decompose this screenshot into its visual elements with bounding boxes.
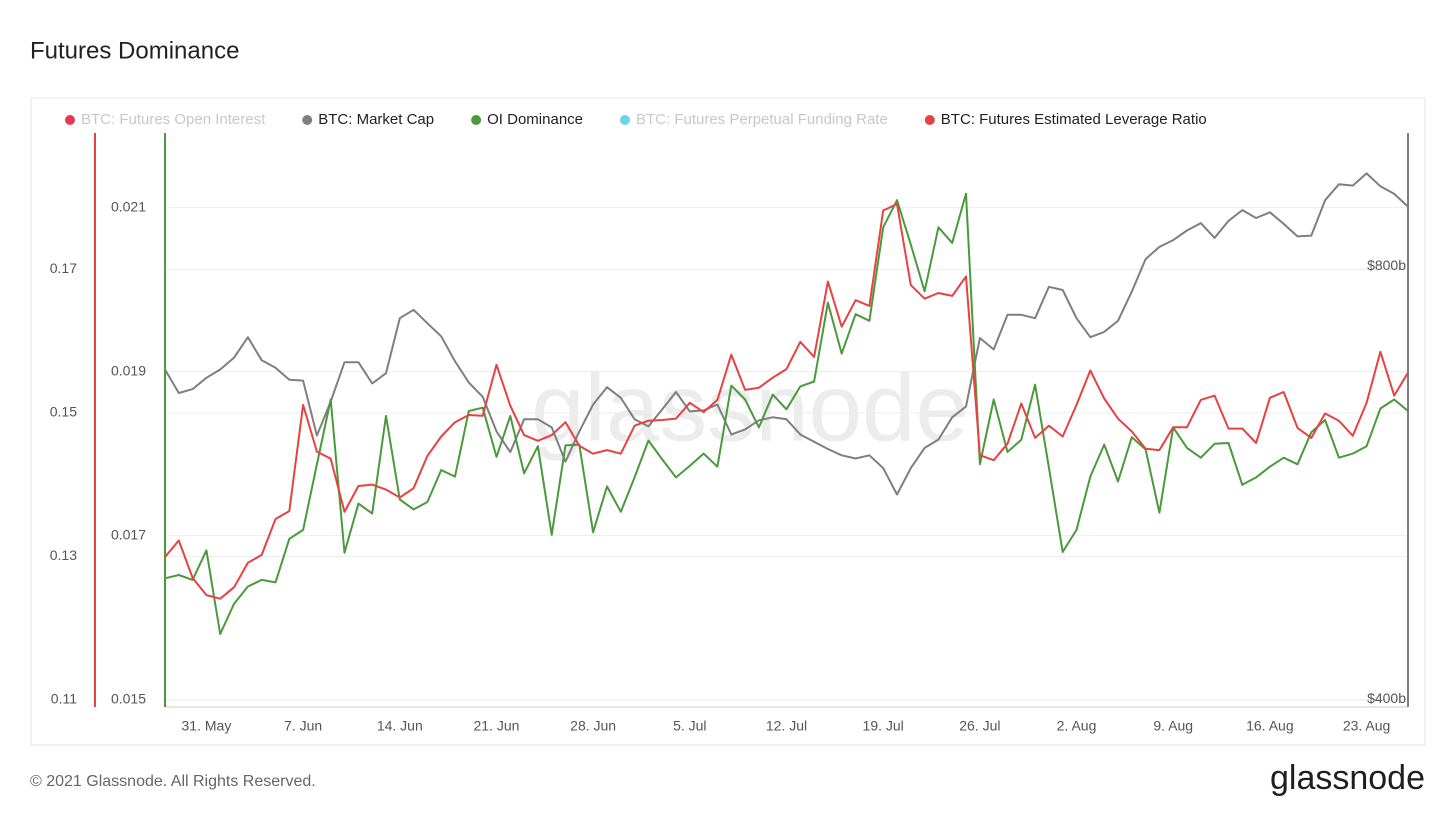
copyright: © 2021 Glassnode. All Rights Reserved. xyxy=(30,773,316,790)
x-tick-label: 5. Jul xyxy=(673,718,706,734)
legend-marker xyxy=(620,115,630,125)
chart-frame xyxy=(30,97,1426,746)
x-tick-label: 21. Jun xyxy=(473,718,519,734)
x-tick-label: 28. Jun xyxy=(570,718,616,734)
y-tick-label: 0.015 xyxy=(111,690,146,706)
legend-label: OI Dominance xyxy=(487,111,583,128)
legend-marker xyxy=(471,115,482,125)
y-tick-label: 0.15 xyxy=(50,404,77,420)
series-line xyxy=(164,203,1409,600)
y-tick-label: 0.13 xyxy=(50,547,77,563)
x-tick-label: 12. Jul xyxy=(766,718,807,734)
legend-item[interactable]: BTC: Futures Perpetual Funding Rate xyxy=(620,111,888,128)
series-line xyxy=(164,192,1409,635)
legend-label: BTC: Futures Open Interest xyxy=(81,111,266,128)
legend-marker xyxy=(302,115,313,125)
x-tick-label: 16. Aug xyxy=(1246,718,1294,734)
x-tick-label: 31. May xyxy=(182,718,232,734)
x-tick-label: 23. Aug xyxy=(1343,718,1391,734)
x-tick-label: 14. Jun xyxy=(377,718,423,734)
legend-item[interactable]: BTC: Market Cap xyxy=(302,111,434,128)
y-tick-label: 0.17 xyxy=(50,260,77,276)
y-tick-label: $400b xyxy=(1367,690,1406,706)
x-tick-label: 7. Jun xyxy=(284,718,322,734)
y-tick-label: 0.11 xyxy=(51,691,77,707)
y-tick-label: 0.019 xyxy=(111,362,146,378)
x-tick-label: 2. Aug xyxy=(1057,718,1097,734)
plot: 0.11 0.13 0.15 0.17 0.015 0.017 0.019 0.021 $400… xyxy=(50,111,1409,734)
legend-marker xyxy=(65,115,75,125)
legend-label: BTC: Futures Estimated Leverage Ratio xyxy=(941,111,1207,128)
y-tick-label: 0.017 xyxy=(111,526,146,542)
x-tick-label: 26. Jul xyxy=(959,718,1000,734)
legend-label: BTC: Market Cap xyxy=(318,111,434,128)
legend-item[interactable]: OI Dominance xyxy=(471,111,583,128)
y-tick-label: 0.021 xyxy=(111,198,146,214)
chart-title: Futures Dominance xyxy=(30,37,239,64)
legend-label: BTC: Futures Perpetual Funding Rate xyxy=(636,111,888,128)
legend-marker xyxy=(924,115,935,125)
logo: glassnode xyxy=(1270,759,1425,797)
legend-item[interactable]: BTC: Futures Estimated Leverage Ratio xyxy=(924,111,1207,128)
x-tick-label: 9. Aug xyxy=(1153,718,1193,734)
x-tick-label: 19. Jul xyxy=(863,718,904,734)
series-line xyxy=(164,172,1409,496)
y-tick-label: $800b xyxy=(1367,257,1406,273)
legend-item[interactable]: BTC: Futures Open Interest xyxy=(65,111,266,128)
